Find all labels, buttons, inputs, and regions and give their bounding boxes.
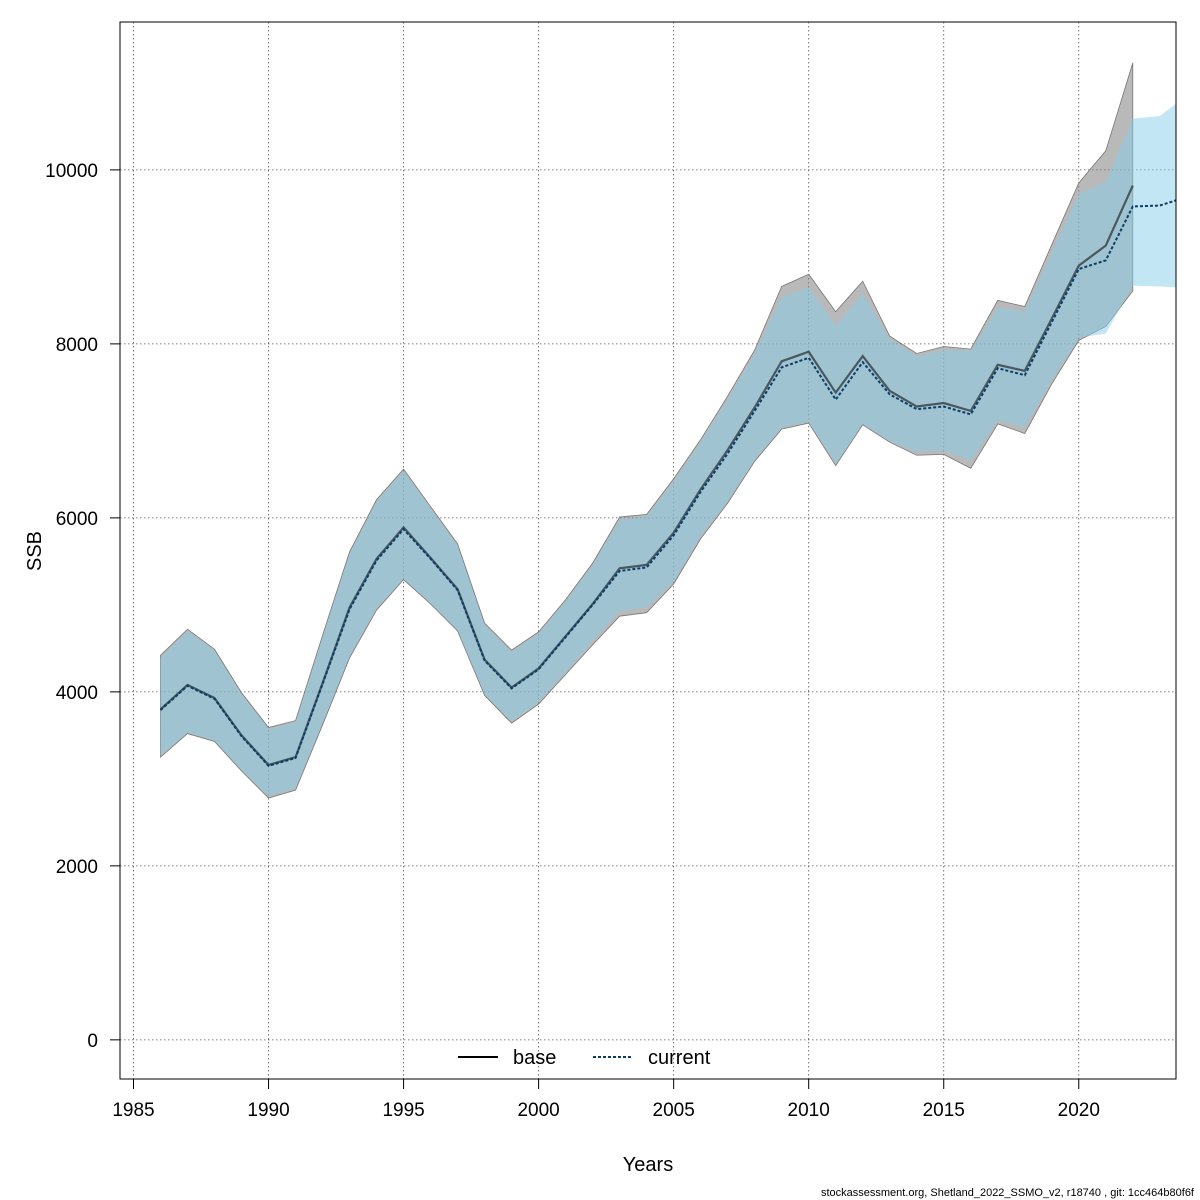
x-axis: 1985 1990 1995 2000 2005 2010 2015 2020: [112, 1079, 1100, 1121]
line-current: [159, 199, 1177, 767]
x-tick-label-1985: 1985: [112, 1100, 154, 1121]
plot-frame: [119, 21, 1177, 1080]
legend-label-base: base: [513, 1047, 556, 1069]
y-tick-label-2000: 2000: [56, 857, 98, 878]
y-tick-label-8000: 8000: [56, 335, 98, 356]
y-axis: 0 2000 4000 6000 8000 10000: [45, 161, 120, 1052]
x-tick-label-2020: 2020: [1058, 1100, 1100, 1121]
legend: base current: [458, 1047, 711, 1069]
y-tick-label-10000: 10000: [45, 161, 98, 182]
x-axis-title: Years: [623, 1154, 673, 1176]
x-tick-label-1995: 1995: [382, 1100, 424, 1121]
y-tick-label-0: 0: [87, 1031, 98, 1052]
x-tick-label-2005: 2005: [653, 1100, 695, 1121]
series-lines: [159, 185, 1177, 767]
confidence-bands: [160, 62, 1177, 799]
x-tick-label-2000: 2000: [517, 1100, 559, 1121]
x-tick-label-1990: 1990: [247, 1100, 289, 1121]
y-tick-label-6000: 6000: [56, 509, 98, 530]
band-current: [160, 103, 1177, 797]
footer-credit: stockassessment.org, Shetland_2022_SSMO_…: [821, 1187, 1195, 1199]
x-tick-label-2015: 2015: [923, 1100, 965, 1121]
y-axis-title: SSB: [24, 531, 46, 571]
line-base: [159, 185, 1134, 767]
legend-label-current: current: [648, 1047, 711, 1069]
y-tick-label-4000: 4000: [56, 683, 98, 704]
x-tick-label-2010: 2010: [788, 1100, 830, 1121]
